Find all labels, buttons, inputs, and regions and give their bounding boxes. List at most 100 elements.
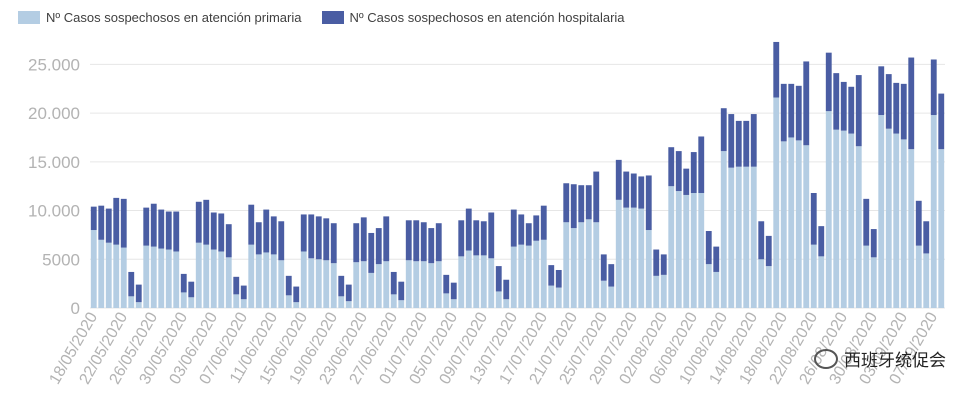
bar-primaria [668,186,675,308]
bar-primaria [818,256,825,308]
bar-primaria [893,133,900,308]
bar-primaria [210,249,217,308]
bar-hospitalaria [413,220,420,262]
bar-primaria [443,293,450,308]
bar-hospitalaria [743,120,750,167]
bar-primaria [458,256,465,308]
bar-hospitalaria [923,221,930,254]
bar-hospitalaria [825,52,832,112]
bar-primaria [278,260,285,308]
bar-primaria [713,271,720,308]
bar-hospitalaria [878,66,885,116]
bar-hospitalaria [315,216,322,260]
bar-hospitalaria [608,264,615,287]
bar-hospitalaria [180,273,187,293]
bar-primaria [150,246,157,308]
bar-primaria [203,244,210,308]
bar-hospitalaria [555,269,562,288]
bar-hospitalaria [705,231,712,265]
bar-primaria [225,257,232,308]
bar-hospitalaria [173,211,180,252]
bar-primaria [548,285,555,308]
bar-hospitalaria [735,120,742,167]
y-tick-label: 25.000 [28,55,80,74]
y-tick-label: 10.000 [28,202,80,221]
bar-primaria [450,299,457,308]
bar-hospitalaria [330,223,337,264]
bar-primaria [413,261,420,308]
bar-primaria [480,255,487,308]
bar-hospitalaria [300,214,307,252]
bar-hospitalaria [210,212,217,250]
bar-hospitalaria [120,198,127,248]
bar-primaria [810,244,817,308]
bar-primaria [503,299,510,308]
bar-hospitalaria [915,200,922,246]
bar-primaria [675,191,682,308]
bar-primaria [518,244,525,308]
bar-primaria [360,261,367,308]
bar-primaria [315,259,322,308]
bar-primaria [248,244,255,308]
watermark: 西班牙统促会 [814,346,946,371]
watermark-text: 西班牙统促会 [844,351,946,370]
bar-primaria [300,251,307,308]
bar-hospitalaria [810,193,817,245]
bar-hospitalaria [435,223,442,262]
bar-hospitalaria [150,203,157,247]
bar-hospitalaria [863,198,870,246]
bar-hospitalaria [698,136,705,194]
bar-primaria [180,292,187,308]
bar-hospitalaria [293,286,300,303]
wechat-icon [814,348,838,369]
bar-primaria [323,260,330,308]
bar-primaria [743,166,750,308]
bar-primaria [188,297,195,308]
bar-primaria [833,129,840,308]
bar-primaria [473,255,480,308]
bar-primaria [555,287,562,308]
bar-hospitalaria [855,75,862,147]
bar-primaria [855,146,862,308]
bar-hospitalaria [728,114,735,168]
bar-hospitalaria [713,246,720,272]
bar-primaria [608,286,615,308]
bar-primaria [683,194,690,308]
bar-hospitalaria [615,159,622,200]
bar-primaria [405,260,412,308]
bar-hospitalaria [660,254,667,275]
bar-primaria [143,245,150,308]
bar-hospitalaria [323,218,330,261]
bar-hospitalaria [908,57,915,150]
bar-primaria [870,257,877,308]
bar-hospitalaria [773,41,780,98]
bar-hospitalaria [540,205,547,240]
bar-hospitalaria [143,207,150,246]
bar-primaria [923,253,930,308]
bar-hospitalaria [563,183,570,223]
bar-hospitalaria [105,208,112,243]
bar-primaria [750,166,757,308]
bar-hospitalaria [158,209,165,249]
bar-hospitalaria [225,224,232,258]
bar-hospitalaria [795,85,802,141]
bar-primaria [660,274,667,308]
bar-primaria [375,264,382,308]
bar-hospitalaria [870,229,877,258]
bar-primaria [218,251,225,308]
y-tick-label: 0 [71,299,80,318]
bar-primaria [593,222,600,308]
legend-label-hospitalaria: Nº Casos sospechosos en atención hospita… [349,10,625,25]
bar-primaria [900,139,907,308]
bar-hospitalaria [668,147,675,187]
bar-hospitalaria [645,175,652,231]
bar-hospitalaria [683,168,690,195]
bar-primaria [623,207,630,308]
bar-primaria [270,254,277,308]
bar-primaria [615,199,622,308]
bar-hospitalaria [675,151,682,192]
bar-hospitalaria [113,197,120,245]
bar-hospitalaria [428,228,435,264]
bar-hospitalaria [128,271,135,297]
bar-hospitalaria [233,276,240,295]
